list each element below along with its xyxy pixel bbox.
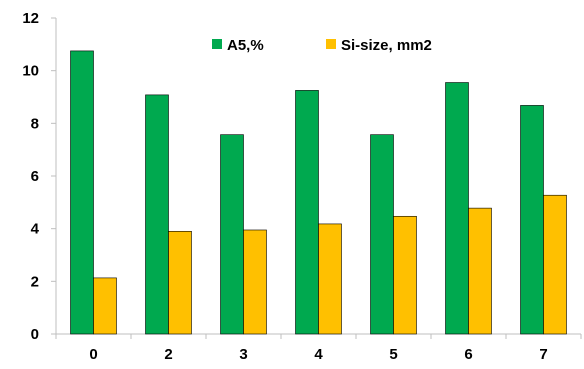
legend-swatch-a5 xyxy=(212,39,222,49)
bar-si-size-3 xyxy=(243,229,267,335)
bar-si-size-4 xyxy=(318,223,342,335)
x-tick-label: 2 xyxy=(164,346,172,363)
x-tick-labels: 0 2 3 4 5 6 7 xyxy=(89,346,547,363)
bar-si-size-0 xyxy=(93,277,117,335)
legend-swatch-si-size xyxy=(326,39,336,49)
y-tick-label: 12 xyxy=(22,10,39,27)
legend-label-a5: A5,% xyxy=(227,37,264,54)
y-tick-label: 4 xyxy=(31,221,40,238)
bar-a5-7 xyxy=(520,105,544,335)
bar-si-size-2 xyxy=(168,231,192,335)
x-tick-label: 6 xyxy=(464,346,472,363)
y-tick-label: 2 xyxy=(31,273,39,290)
bars xyxy=(70,50,567,335)
bar-si-size-5 xyxy=(393,215,417,335)
x-tick-label: 7 xyxy=(539,346,547,363)
bar-a5-0 xyxy=(70,50,94,335)
x-tick-label: 5 xyxy=(389,346,397,363)
bar-a5-4 xyxy=(295,90,319,335)
bar-a5-5 xyxy=(370,134,394,335)
bar-a5-2 xyxy=(145,94,169,335)
bar-a5-3 xyxy=(220,134,244,335)
bar-a5-6 xyxy=(445,82,469,335)
x-tick-label: 4 xyxy=(314,346,323,363)
legend-label-si-size: Si-size, mm2 xyxy=(341,37,432,54)
legend: A5,% Si-size, mm2 xyxy=(212,37,432,54)
y-tick-label: 6 xyxy=(31,168,39,185)
y-tick-labels: 0 2 4 6 8 10 12 xyxy=(22,10,39,343)
y-tick-label: 8 xyxy=(31,115,39,132)
y-tick-marks xyxy=(51,17,56,335)
bar-si-size-7 xyxy=(543,194,567,335)
bar-si-size-6 xyxy=(468,207,492,335)
axes xyxy=(51,17,582,339)
y-tick-label: 10 xyxy=(22,63,39,80)
x-tick-marks xyxy=(55,334,582,339)
y-tick-label: 0 xyxy=(31,326,39,343)
x-tick-label: 0 xyxy=(89,346,97,363)
x-tick-label: 3 xyxy=(239,346,247,363)
